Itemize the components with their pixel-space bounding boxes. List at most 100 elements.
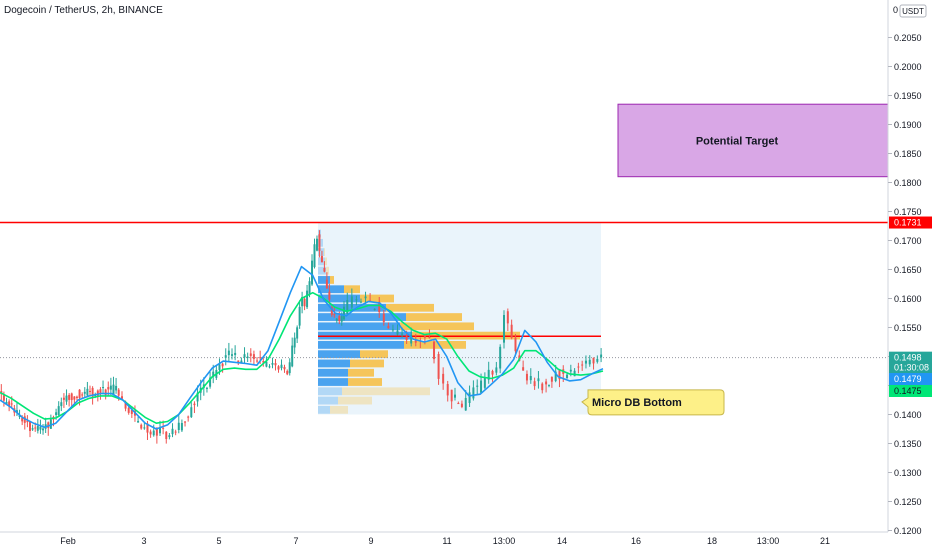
y-tick-label: 0.1800 (894, 178, 922, 188)
candle-down (256, 360, 259, 362)
candle-up (308, 281, 311, 295)
candle-down (442, 373, 445, 384)
candle-down (382, 313, 385, 323)
candle-up (42, 428, 45, 431)
candle-up (464, 397, 467, 411)
candle-down (318, 234, 321, 251)
candle-down (378, 301, 381, 312)
candle-down (68, 394, 71, 400)
candle-up (115, 385, 118, 391)
candle-down (249, 353, 252, 356)
last-price-badge-bg (889, 351, 932, 375)
volume-profile-bar-up (318, 350, 360, 359)
volume-profile-bar-down (330, 405, 348, 414)
resistance-price-label: 0.1731 (894, 218, 922, 228)
candle-up (537, 378, 540, 382)
candle-down (121, 396, 123, 399)
candle-down (47, 422, 50, 428)
currency-badge (899, 4, 927, 18)
candle-up (359, 301, 362, 303)
x-tick-label: 9 (368, 536, 373, 546)
candle-up (137, 420, 140, 423)
y-tick-label: 0.1900 (894, 120, 922, 130)
candle-down (446, 384, 449, 396)
candle-down (506, 311, 509, 324)
candle-up (573, 370, 576, 377)
candle-up (346, 300, 349, 314)
candle-down (414, 339, 417, 343)
volume-profile-bar-down (348, 368, 374, 377)
candle-up (15, 410, 18, 413)
candle-up (293, 337, 296, 348)
candle-up (454, 394, 456, 398)
volume-profile-bar-up (318, 396, 338, 405)
candle-up (171, 428, 174, 435)
candle-up (224, 355, 227, 358)
x-tick-label: 14 (557, 536, 567, 546)
ema-fast-line (0, 265, 604, 430)
candle-up (480, 380, 483, 393)
volume-profile-bar-down (325, 257, 327, 266)
candle-down (423, 335, 426, 338)
candle-up (268, 366, 271, 368)
candle-down (149, 431, 152, 435)
candle-up (246, 356, 249, 358)
candle-up (112, 384, 115, 396)
volume-profile-bar-up (318, 341, 404, 349)
candle-down (91, 387, 94, 397)
candle-down (405, 336, 408, 341)
volume-profile-bar-down (338, 396, 372, 405)
candle-down (124, 401, 127, 409)
candle-down (81, 394, 84, 396)
candle-down (558, 370, 561, 380)
resistance-price-label-bg (889, 216, 932, 229)
candle-down (70, 393, 73, 401)
candle-up (554, 371, 557, 382)
candle-down (252, 354, 255, 359)
candle-down (581, 364, 584, 366)
ema-slow-line (0, 291, 604, 425)
candle-up (231, 354, 233, 356)
candle-up (55, 412, 58, 415)
candle-down (592, 357, 595, 364)
y-tick-label: 0.1600 (894, 294, 922, 304)
ema-slow-price-label-bg (889, 385, 932, 397)
candle-up (109, 385, 112, 390)
candle-down (550, 376, 553, 382)
volume-profile-bar-down (360, 294, 394, 303)
candle-up (306, 290, 309, 308)
candle-down (514, 337, 517, 352)
axis-zero-label: 0 (893, 5, 898, 15)
candle-down (457, 403, 460, 405)
countdown-label: 01:30:08 (894, 363, 929, 373)
y-tick-label: 0.1650 (894, 265, 922, 275)
candle-down (428, 337, 431, 339)
candle-down (117, 389, 120, 396)
candle-up (584, 360, 587, 364)
candle-up (315, 238, 318, 251)
candle-down (187, 416, 190, 418)
candle-down (491, 370, 494, 375)
candle-up (483, 377, 486, 388)
candle-up (364, 296, 367, 299)
candle-up (102, 387, 105, 389)
x-tick-label: 13:00 (493, 536, 516, 546)
y-tick-label: 0.1550 (894, 323, 922, 333)
volume-profile-bar-up (318, 294, 360, 303)
candle-up (373, 308, 376, 311)
candle-down (75, 396, 78, 399)
x-tick-label: 7 (293, 536, 298, 546)
volume-profile-bar-up (318, 248, 324, 256)
candle-down (510, 324, 513, 338)
candle-up (296, 327, 299, 339)
candle-down (303, 298, 306, 307)
x-tick-label: 11 (442, 536, 451, 546)
candle-down (99, 389, 102, 394)
candle-down (277, 366, 280, 370)
volume-profile-bar-down (406, 313, 462, 321)
candle-up (265, 361, 268, 367)
y-tick-label: 0.2050 (894, 33, 922, 43)
annotation-label: Micro DB Bottom (592, 397, 682, 409)
